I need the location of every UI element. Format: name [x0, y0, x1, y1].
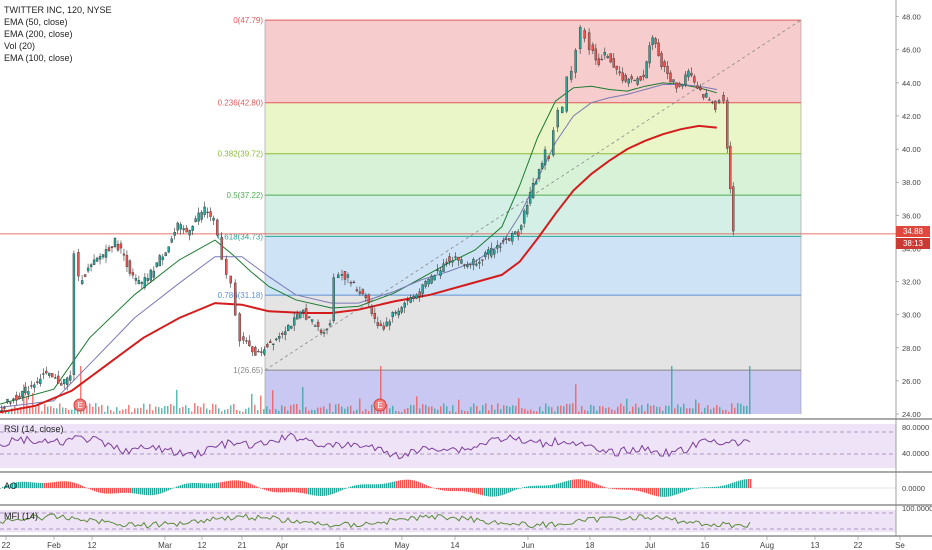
x-tick-2: 12: [88, 541, 97, 550]
fib-label-2: 0.382(39.72): [218, 150, 264, 159]
rsi-label[interactable]: RSI (14, close): [4, 424, 64, 434]
legend-ema200[interactable]: EMA (200, close): [4, 29, 73, 39]
x-tick-4: 12: [198, 541, 207, 550]
series-ema-200-close-: [0, 84, 717, 408]
y-tick-12: 24.00: [902, 410, 921, 419]
x-tick-7: 16: [336, 541, 345, 550]
x-tick-1: Feb: [47, 541, 61, 550]
y-tick-4: 40.00: [902, 145, 921, 154]
x-tick-9: 14: [451, 541, 460, 550]
x-tick-3: Mar: [158, 541, 172, 550]
x-tick-14: Aug: [760, 541, 774, 550]
mfi-pane: [0, 510, 896, 532]
x-tick-16: 22: [854, 541, 863, 550]
last-price-tag: 34.88: [896, 226, 930, 237]
y-tick-6: 36.00: [902, 211, 921, 220]
y-tick-1: 46.00: [902, 46, 921, 55]
legend-ema50[interactable]: EMA (50, close): [4, 17, 68, 27]
ao-pane: [0, 479, 896, 497]
x-tick-11: 18: [586, 541, 595, 550]
x-tick-8: May: [394, 541, 409, 550]
earnings-marker-1: [373, 398, 387, 412]
price-pane[interactable]: 0(47.79) 0.236(42.80) 0.382(39.72) 0.5(37.2…: [0, 16, 896, 414]
rsi-pane: [0, 424, 896, 468]
series-ema-100-close-: [0, 124, 717, 414]
fib-label-4: 0.618(34.73): [218, 232, 264, 241]
x-tick-5: 21: [238, 541, 247, 550]
fib-zone-6: [265, 370, 801, 414]
series-ema-50-close-: [0, 82, 717, 405]
earnings-marker-label-0: E: [77, 401, 82, 410]
fib-label-5: 0.786(31.18): [218, 291, 264, 300]
y-tick-9: 30.00: [902, 311, 921, 320]
x-tick-15: 13: [811, 541, 820, 550]
fib-label-1: 0.236(42.80): [218, 99, 264, 108]
symbol-title: TWITTER INC, 120, NYSE: [4, 5, 112, 15]
y-tick-2: 44.00: [902, 79, 921, 88]
fib-zone-4: [265, 236, 801, 296]
legend-ema100[interactable]: EMA (100, close): [4, 53, 73, 63]
mfi-line: [0, 513, 751, 529]
fibonacci-labels: 0(47.79) 0.236(42.80) 0.382(39.72) 0.5(37.2…: [218, 16, 264, 375]
earnings-marker-0: [73, 398, 87, 412]
time-axis[interactable]: 22 Feb 12 Mar 12 21 Apr 16 May 14 Jun 18 Jul 16 Aug 13 2…: [2, 536, 906, 550]
candlesticks: [0, 24, 735, 413]
fib-label-0: 0(47.79): [233, 16, 263, 25]
pane-separators[interactable]: [0, 418, 932, 537]
fib-zone-1: [265, 102, 801, 154]
mfi-tick-100: 100.0000: [902, 504, 932, 513]
ao-label[interactable]: AO: [4, 481, 18, 491]
volume-bars: [2, 366, 751, 414]
y-tick-0: 48.00: [902, 13, 921, 22]
bar-countdown-tag: 38:13: [896, 238, 930, 249]
fibonacci-levels: [264, 19, 802, 414]
y-tick-8: 32.00: [902, 278, 921, 287]
ao-tick-0: 0.0000: [902, 484, 925, 493]
y-tick-3: 42.00: [902, 112, 921, 121]
y-tick-10: 28.00: [902, 344, 921, 353]
x-tick-10: Jun: [522, 541, 535, 550]
fib-zone-5: [265, 295, 801, 371]
legend-volume[interactable]: Vol (20): [4, 41, 36, 51]
fib-zone-0: [265, 20, 801, 103]
ema-lines: [0, 82, 717, 414]
x-tick-12: Jul: [645, 541, 655, 550]
fibonacci-zones: [265, 20, 801, 414]
earnings-marker-label-1: E: [377, 401, 382, 410]
x-tick-13: 16: [701, 541, 710, 550]
rsi-tick-80: 80.0000: [902, 423, 929, 432]
x-tick-17: Se: [895, 541, 905, 550]
chart-legend: TWITTER INC, 120, NYSE EMA (50, close) E…: [4, 4, 112, 64]
fib-label-3: 0.5(37.22): [227, 191, 264, 200]
y-tick-5: 38.00: [902, 178, 921, 187]
y-tick-11: 26.00: [902, 377, 921, 386]
fib-label-6: 1(26.65): [233, 366, 263, 375]
x-tick-0: 22: [2, 541, 11, 550]
fib-zone-3: [265, 195, 801, 237]
mfi-label[interactable]: MFI (14): [4, 511, 39, 521]
rsi-tick-40: 40.0000: [902, 449, 929, 458]
rsi-line: [0, 432, 751, 460]
x-tick-6: Apr: [276, 541, 289, 550]
